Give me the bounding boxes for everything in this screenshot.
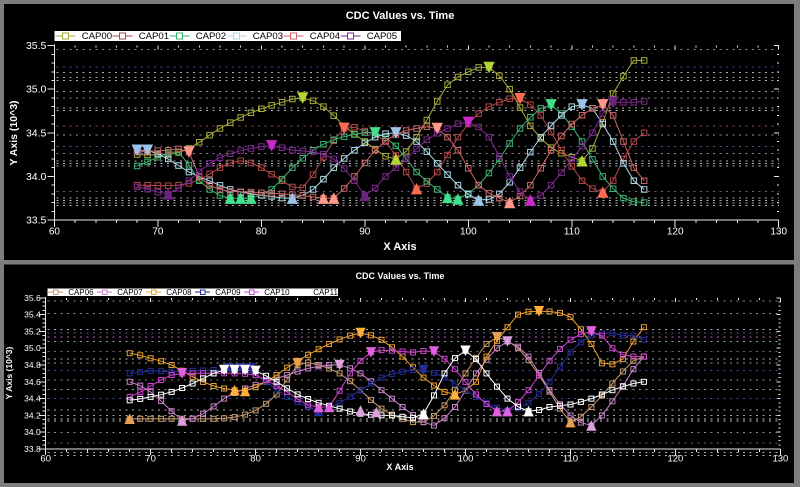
svg-text:35.6: 35.6: [24, 293, 41, 303]
svg-text:34.5: 34.5: [26, 127, 47, 139]
svg-text:110: 110: [564, 227, 580, 238]
svg-text:34.0: 34.0: [24, 427, 41, 437]
svg-text:100: 100: [458, 454, 474, 465]
svg-text:60: 60: [49, 227, 61, 238]
svg-text:35.4: 35.4: [24, 310, 41, 320]
svg-text:130: 130: [772, 454, 788, 465]
svg-text:70: 70: [145, 454, 156, 465]
svg-text:CAP10: CAP10: [264, 288, 290, 297]
svg-text:33.5: 33.5: [26, 215, 47, 227]
svg-text:80: 80: [256, 227, 268, 238]
svg-text:Y Axis (10^3): Y Axis (10^3): [4, 346, 14, 399]
svg-text:100: 100: [460, 227, 477, 238]
svg-text:80: 80: [250, 454, 261, 465]
svg-text:120: 120: [667, 454, 683, 465]
svg-text:X Axis: X Axis: [383, 241, 416, 253]
svg-text:35.0: 35.0: [24, 343, 41, 353]
svg-text:35.5: 35.5: [26, 40, 47, 52]
svg-text:34.8: 34.8: [24, 360, 41, 370]
svg-text:CAP07: CAP07: [117, 288, 143, 297]
svg-text:130: 130: [770, 227, 787, 238]
svg-text:Y Axis (10^3): Y Axis (10^3): [8, 100, 20, 165]
svg-text:110: 110: [563, 454, 578, 465]
svg-text:33.8: 33.8: [24, 444, 41, 454]
svg-text:34.2: 34.2: [24, 410, 41, 420]
svg-text:35.0: 35.0: [26, 84, 47, 96]
svg-text:35.2: 35.2: [24, 326, 41, 336]
svg-text:34.6: 34.6: [24, 377, 41, 387]
svg-text:X Axis: X Axis: [386, 462, 413, 472]
svg-text:CDC Values vs. Time: CDC Values vs. Time: [356, 271, 445, 281]
svg-text:CAP01: CAP01: [139, 31, 169, 42]
svg-text:CAP11: CAP11: [313, 288, 338, 297]
svg-text:CAP02: CAP02: [196, 31, 226, 42]
svg-text:34.4: 34.4: [24, 394, 41, 404]
svg-text:CAP00: CAP00: [82, 31, 112, 42]
svg-text:60: 60: [40, 454, 51, 465]
svg-text:CAP03: CAP03: [253, 31, 283, 42]
svg-text:90: 90: [359, 227, 371, 238]
svg-text:CAP06: CAP06: [68, 288, 94, 297]
svg-text:CAP09: CAP09: [215, 288, 241, 297]
svg-text:120: 120: [667, 227, 684, 238]
svg-text:CDC Values vs. Time: CDC Values vs. Time: [346, 10, 455, 22]
svg-text:90: 90: [355, 454, 366, 465]
svg-text:34.0: 34.0: [26, 171, 47, 183]
svg-text:CAP05: CAP05: [367, 31, 397, 42]
svg-text:CAP08: CAP08: [166, 288, 192, 297]
svg-text:70: 70: [152, 227, 164, 238]
svg-text:CAP04: CAP04: [310, 31, 341, 42]
